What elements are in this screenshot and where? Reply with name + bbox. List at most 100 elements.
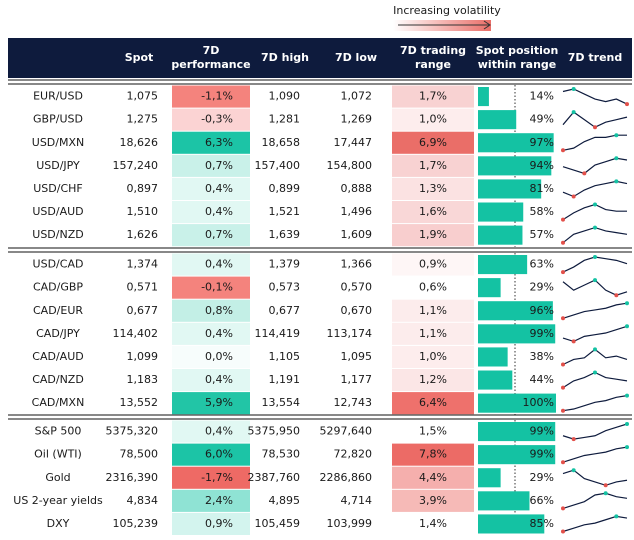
row-name: CAD/GBP <box>33 281 83 294</box>
perf: 0,0% <box>205 350 233 363</box>
range: 3,9% <box>419 494 447 507</box>
trend-line <box>562 279 628 296</box>
low: 1,095 <box>341 350 373 363</box>
high: 4,895 <box>269 494 301 507</box>
low: 0,670 <box>341 304 373 317</box>
low: 1,609 <box>341 228 373 241</box>
trend-max <box>593 202 597 207</box>
trend-line <box>562 469 628 486</box>
range-cell <box>392 392 474 415</box>
low: 72,820 <box>334 448 373 461</box>
trend-max <box>614 156 619 161</box>
range-cell <box>392 177 474 200</box>
high: 157,400 <box>255 159 301 172</box>
perf-cell <box>172 108 250 131</box>
trend-max <box>593 278 597 283</box>
spot: 1,626 <box>127 228 159 241</box>
trend-min <box>614 293 619 298</box>
high: 1,090 <box>269 90 301 103</box>
trend-min <box>561 529 565 534</box>
row-name: USD/CAD <box>33 258 84 271</box>
position-bar <box>478 133 554 153</box>
high: 1,639 <box>269 228 301 241</box>
low: 1,269 <box>341 113 373 126</box>
legend-label: Increasing volatility <box>393 4 501 17</box>
spot: 114,402 <box>113 327 159 340</box>
trend-line <box>562 395 628 412</box>
perf-cell <box>172 443 250 466</box>
column-header: 7D trend <box>568 51 622 64</box>
trend-max <box>625 301 629 306</box>
range: 1,9% <box>419 228 447 241</box>
trend-line <box>562 111 628 128</box>
position-label: 29% <box>530 281 554 294</box>
perf-cell <box>172 489 250 512</box>
column-header: 7D <box>203 44 220 57</box>
perf: 0,4% <box>205 425 233 438</box>
range: 7,8% <box>419 448 447 461</box>
position-bar <box>478 87 489 107</box>
trend-min <box>561 217 565 222</box>
trend-max <box>593 347 597 352</box>
column-header: Spot position <box>476 44 559 57</box>
column-header: 7D trading <box>400 44 466 57</box>
position-bar <box>478 393 556 413</box>
row-name: US 2-year yields <box>13 494 103 507</box>
trend-max <box>593 370 597 375</box>
high: 13,554 <box>262 396 301 409</box>
trend-min <box>561 316 565 321</box>
range-cell <box>392 420 474 443</box>
trend-min <box>561 506 565 511</box>
trend-min <box>582 171 587 176</box>
perf-cell <box>172 85 250 108</box>
range: 1,0% <box>419 113 447 126</box>
range-cell <box>392 108 474 131</box>
range-cell <box>392 85 474 108</box>
trend-max <box>614 514 619 519</box>
range: 1,7% <box>419 159 447 172</box>
high: 1,281 <box>269 113 301 126</box>
high: 0,573 <box>269 281 301 294</box>
trend-min <box>571 437 576 442</box>
position-bar <box>478 301 553 321</box>
position-label: 94% <box>530 159 554 172</box>
trend-line <box>562 446 628 463</box>
trend-max <box>614 179 619 184</box>
perf: 0,7% <box>205 159 233 172</box>
row-name: GBP/USD <box>33 113 83 126</box>
trend-min <box>561 240 565 245</box>
range-cell <box>392 489 474 512</box>
row-name: USD/NZD <box>32 228 83 241</box>
range: 1,0% <box>419 350 447 363</box>
low: 5297,640 <box>320 425 373 438</box>
row-name: Oil (WTI) <box>34 448 82 461</box>
column-header: performance <box>171 58 250 71</box>
trend-line <box>562 302 628 319</box>
range: 1,1% <box>419 304 447 317</box>
perf-cell <box>172 392 250 415</box>
range-cell <box>392 443 474 466</box>
range-cell <box>392 466 474 489</box>
trend-line <box>562 203 627 221</box>
perf: -0,1% <box>201 281 233 294</box>
range: 1,5% <box>419 425 447 438</box>
column-header: within range <box>478 58 556 71</box>
perf: -0,3% <box>201 113 233 126</box>
low: 103,999 <box>327 517 373 530</box>
trend-min <box>561 362 565 367</box>
column-header: range <box>415 58 451 71</box>
perf: -1,7% <box>201 471 233 484</box>
row-name: USD/MXN <box>32 136 84 149</box>
column-header: 7D low <box>335 51 377 64</box>
range-cell <box>392 224 474 247</box>
high: 1,521 <box>269 205 301 218</box>
low: 0,570 <box>341 281 373 294</box>
position-bar <box>478 370 513 390</box>
range: 1,2% <box>419 373 447 386</box>
position-bar <box>478 422 556 442</box>
position-bar <box>478 179 542 199</box>
perf-cell <box>172 253 250 276</box>
trend-max <box>625 422 629 426</box>
trend-min <box>561 408 565 413</box>
